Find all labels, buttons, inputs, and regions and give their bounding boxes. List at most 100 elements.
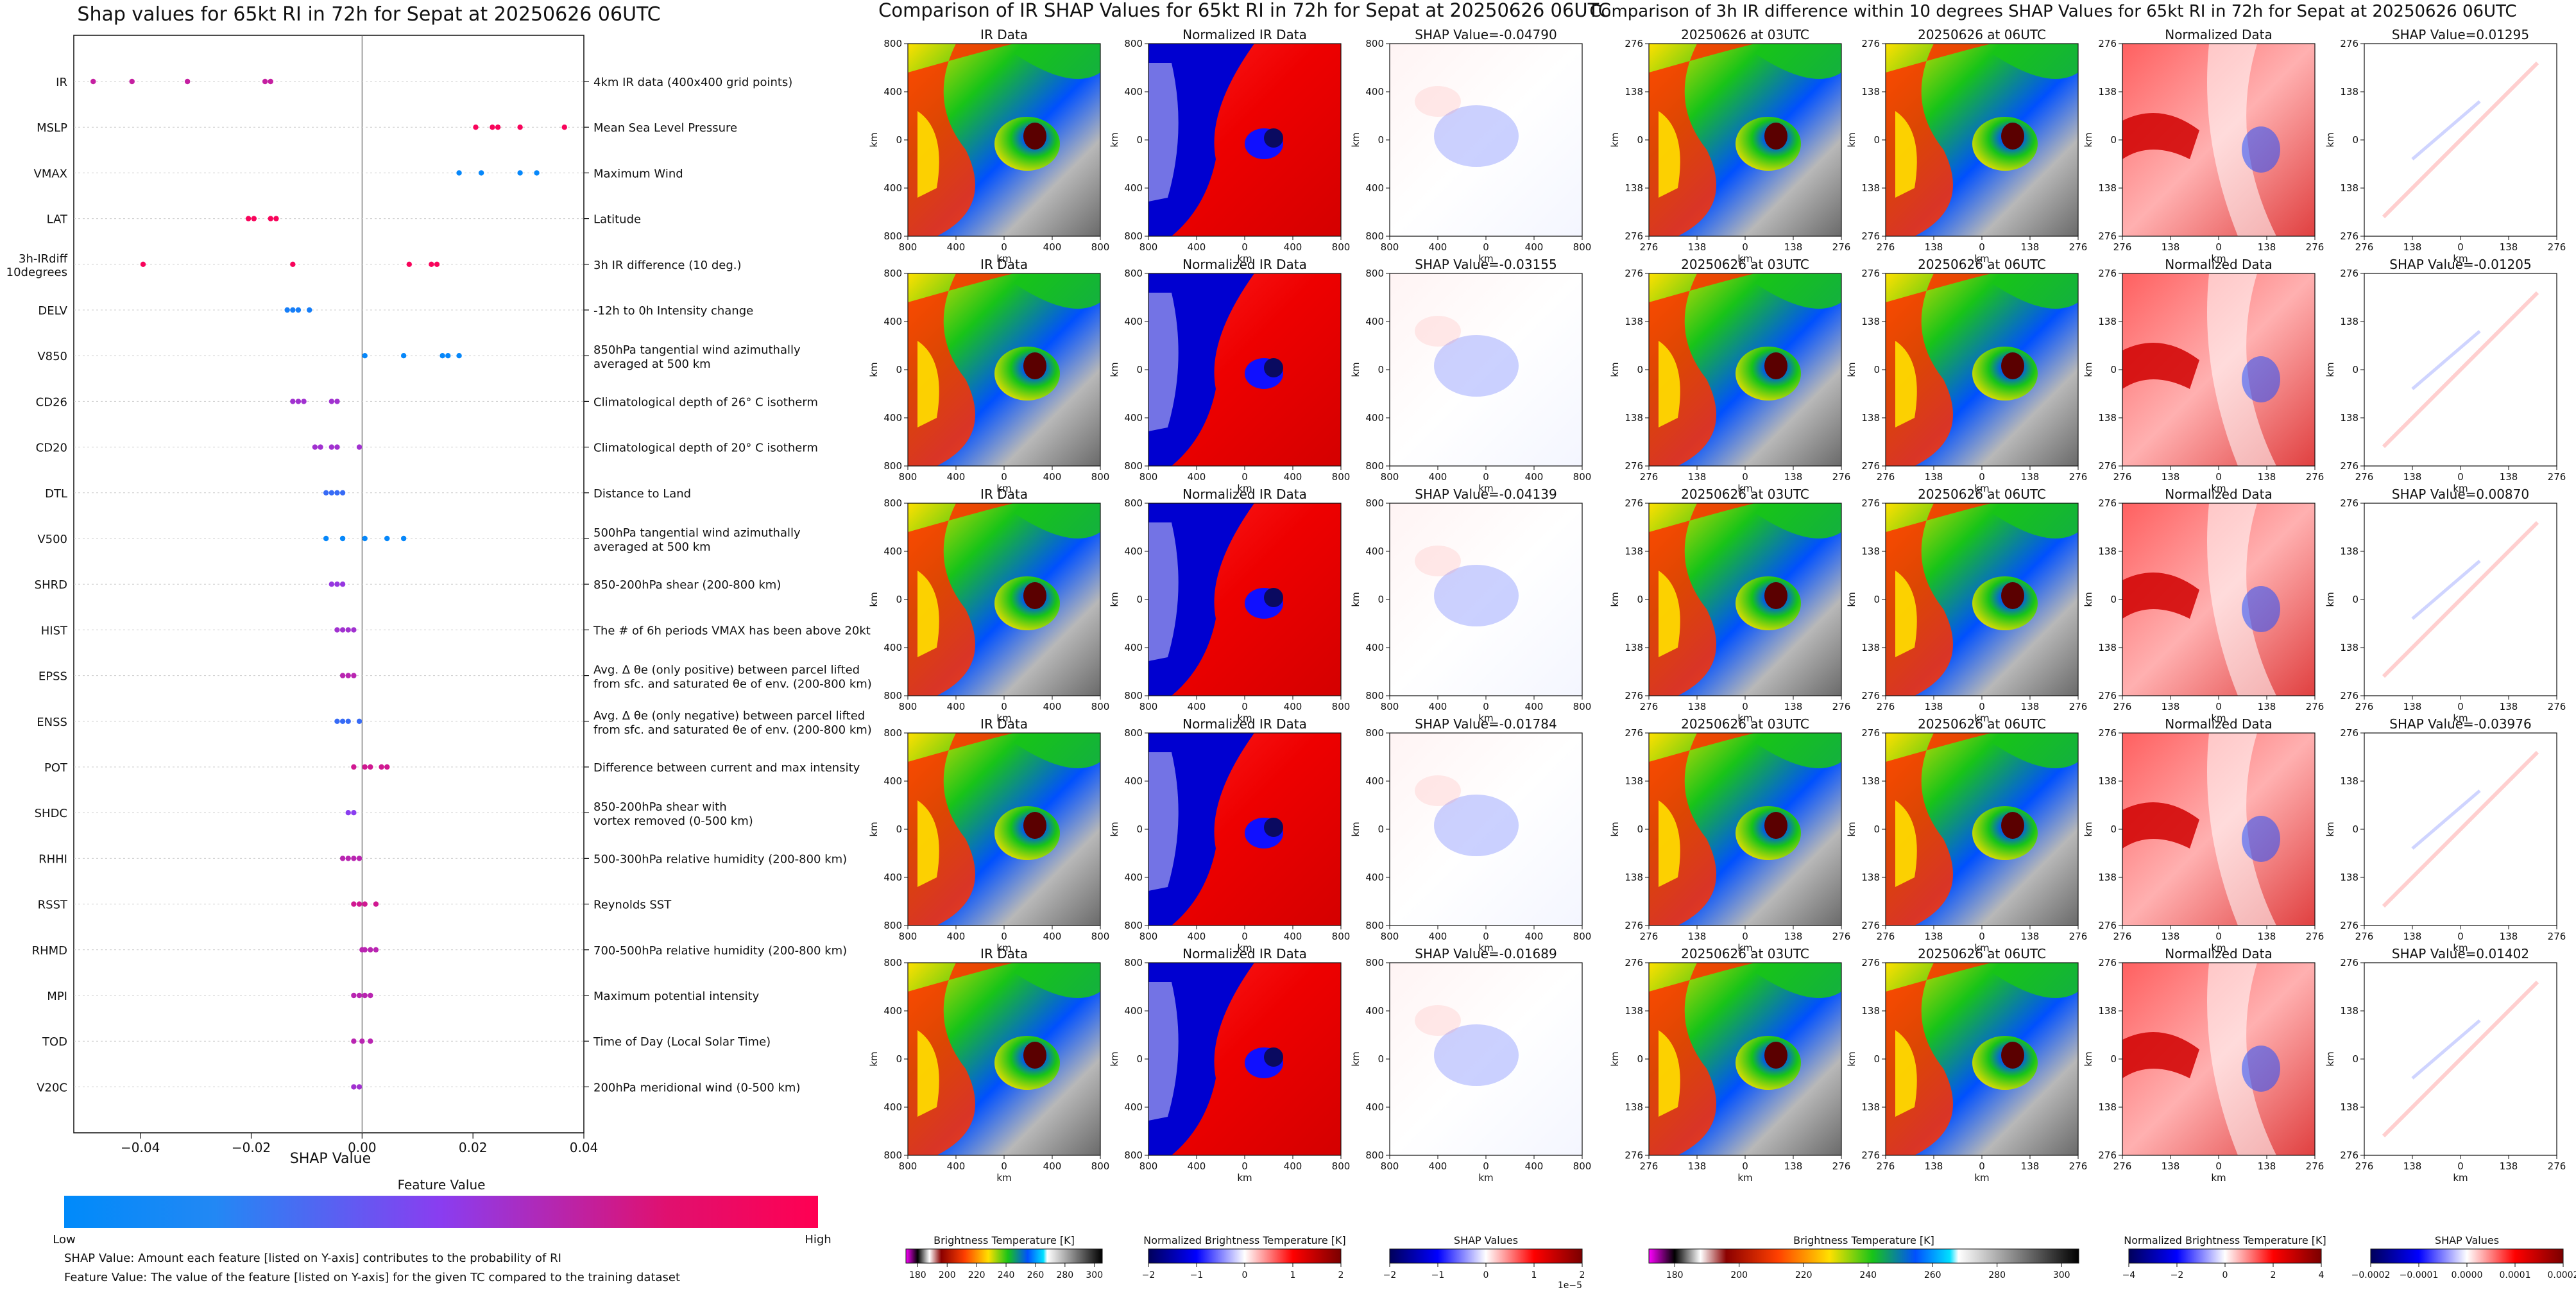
x-tick-label: 800: [1139, 241, 1158, 253]
shap-point: [351, 856, 356, 861]
ir-panel-title: Comparison of IR SHAP Values for 65kt RI…: [878, 0, 1611, 21]
colorbar-exponent: 1e−5: [1558, 1280, 1582, 1289]
ir-storm-eye: [1023, 352, 1046, 379]
feature-label: TOD: [42, 1035, 67, 1049]
colorbar-tick-label: 0: [1242, 1270, 1248, 1280]
shap-point: [90, 79, 96, 84]
feature-description: 4km IR data (400x400 grid points): [593, 76, 792, 89]
diff-panel-title: Comparison of 3h IR difference within 10…: [1589, 2, 2516, 21]
shap-map-blob: [1415, 546, 1461, 576]
feature-label: RSST: [38, 899, 68, 912]
x-tick-label: 0: [1742, 1160, 1748, 1172]
shap-point: [252, 216, 257, 221]
y-tick-label: 0: [1637, 364, 1643, 375]
ir-storm-eye: [1023, 582, 1046, 609]
y-tick-label: 0: [2110, 594, 2117, 605]
y-tick-label: 400: [1365, 1101, 1384, 1113]
x-tick-label: 276: [1640, 931, 1659, 942]
y-tick-label: 0: [1637, 823, 1643, 835]
shap-point: [340, 627, 345, 632]
x-tick-label: 276: [2069, 1160, 2088, 1172]
panel-title: IR Data: [980, 946, 1028, 961]
feature-label: V500: [37, 533, 67, 546]
ir-storm-eye: [1023, 123, 1046, 150]
shap-point: [334, 719, 339, 724]
y-axis-label: km: [1609, 822, 1621, 836]
shap-point: [334, 399, 339, 404]
y-tick-label: 400: [1124, 86, 1143, 98]
shap-point: [296, 399, 301, 404]
shap-point: [290, 399, 295, 404]
x-tick-label: 0: [1979, 701, 1985, 712]
x-tick-label: 138: [2500, 931, 2518, 942]
y-tick-label: 0: [1873, 134, 1880, 146]
y-tick-label: 0: [1136, 823, 1143, 835]
shap-point: [351, 810, 356, 815]
colorbar-gradient: [906, 1249, 1102, 1263]
shap-point: [368, 993, 373, 998]
colorbar-gradient: [1649, 1249, 2079, 1263]
shap-point: [346, 627, 351, 632]
x-tick-label: 0: [1241, 241, 1248, 253]
y-axis-label: km: [2324, 822, 2336, 836]
x-tick-label: 138: [2162, 701, 2180, 712]
colorbar-tick-label: −0.0001: [2400, 1270, 2439, 1280]
x-tick-label: 400: [1525, 471, 1544, 483]
x-tick-label: −0.02: [232, 1140, 271, 1155]
y-tick-label: 0: [1136, 1053, 1143, 1065]
x-tick-label: 138: [2403, 701, 2422, 712]
y-axis-label: km: [1846, 822, 1857, 836]
colorbar-tick-label: 280: [1988, 1270, 2006, 1280]
colorbar-label: SHAP Values: [1454, 1234, 1518, 1246]
normalized-diff-panel: 27627613813800138138276276kmkmNormalized…: [2083, 946, 2324, 1184]
x-tick-label: 138: [2500, 1160, 2518, 1172]
x-tick-label: 0: [2457, 471, 2464, 483]
y-tick-label: 0: [1637, 1053, 1643, 1065]
colorbar-tick-label: 2: [1338, 1270, 1344, 1280]
shap-point: [346, 856, 351, 861]
x-tick-label: 800: [1381, 701, 1399, 712]
x-tick-label: 400: [947, 241, 966, 253]
y-axis-label: km: [2083, 592, 2094, 607]
y-tick-label: 138: [2340, 642, 2358, 653]
y-axis-label: km: [1609, 132, 1621, 147]
y-tick-label: 138: [2340, 775, 2358, 787]
y-tick-label: 0: [1136, 594, 1143, 605]
y-tick-label: 276: [2098, 727, 2117, 739]
y-axis-label: km: [1350, 132, 1361, 147]
feature-description: -12h to 0h Intensity change: [593, 304, 753, 318]
y-axis-label: km: [1846, 362, 1857, 377]
shap-map-blob: [1415, 775, 1461, 806]
shap-point: [346, 810, 351, 815]
colorbar-tick-label: 240: [998, 1270, 1015, 1280]
normalized-ir-panel: 80080040040000400400800800kmkmNormalized…: [1109, 257, 1350, 494]
ir-storm-eye: [1764, 352, 1787, 379]
feature-colorbar-title: Feature Value: [398, 1177, 486, 1193]
y-tick-label: 400: [1365, 872, 1384, 883]
y-tick-label: 276: [1625, 920, 1643, 931]
x-tick-label: 276: [2113, 1160, 2132, 1172]
feature-description: 500-300hPa relative humidity (200-800 km…: [593, 852, 847, 866]
x-tick-label: 800: [1381, 931, 1399, 942]
y-tick-label: 400: [1365, 412, 1384, 424]
x-tick-label: 0: [1742, 931, 1748, 942]
y-tick-label: 0: [2352, 823, 2358, 835]
x-tick-label: 800: [1573, 241, 1592, 253]
y-tick-label: 800: [883, 690, 902, 702]
colorbar-tick-label: −2: [1142, 1270, 1156, 1280]
x-axis-label: km: [1237, 1172, 1252, 1184]
x-tick-label: 138: [1784, 241, 1803, 253]
feature-label: MSLP: [37, 121, 67, 135]
shap-point: [290, 307, 295, 313]
shap-point: [351, 627, 356, 632]
y-tick-label: 138: [2340, 1005, 2358, 1017]
y-tick-label: 276: [2098, 460, 2117, 472]
shap-point: [346, 719, 351, 724]
y-tick-label: 276: [2098, 957, 2117, 969]
